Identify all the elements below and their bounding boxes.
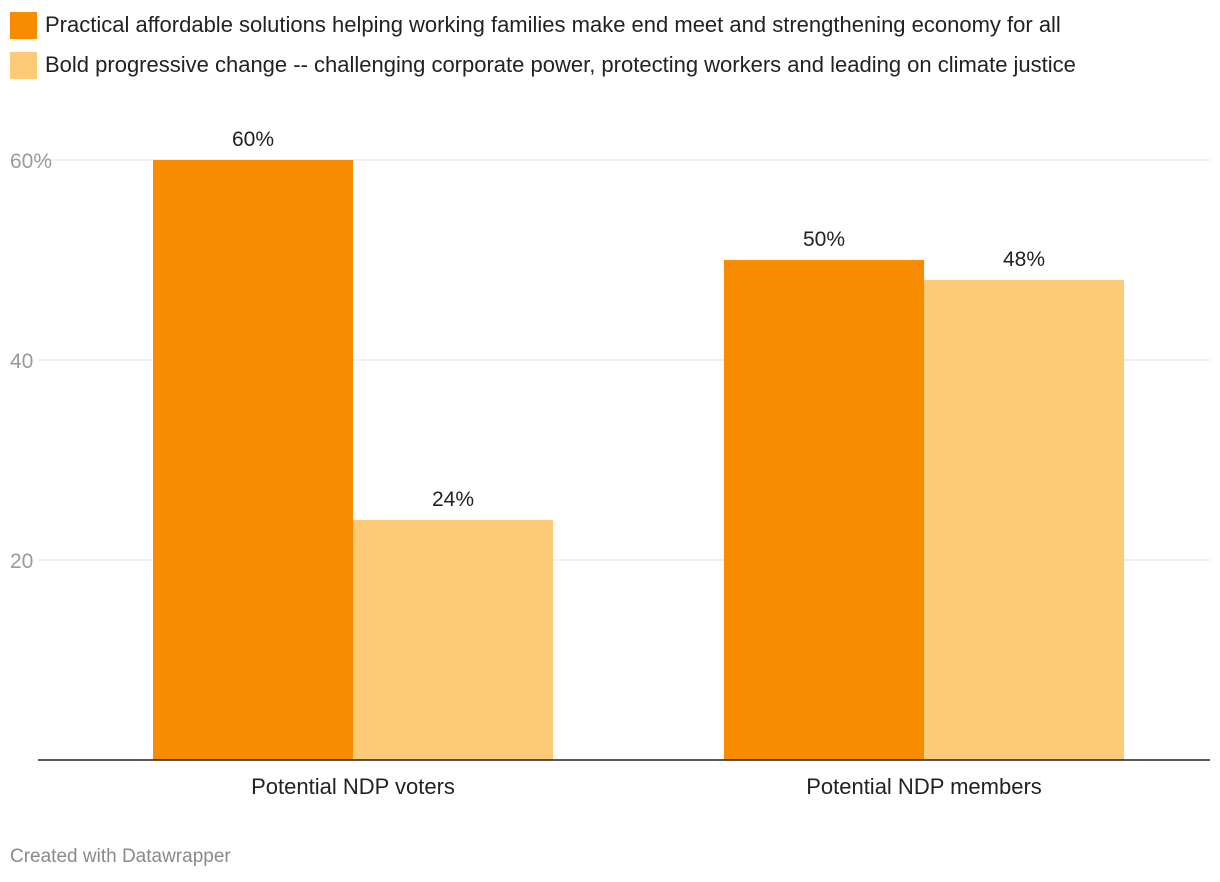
bar-chart: 60% 40 20 60% 24% Potential NDP voters 50% 48% P… — [10, 128, 1210, 799]
footer-credit: Created with Datawrapper — [10, 846, 231, 867]
legend-item-practical: Practical affordable solutions helping w… — [10, 10, 1076, 40]
bar-1-0 — [724, 260, 924, 760]
legend-item-bold: Bold progressive change -- challenging c… — [10, 50, 1076, 80]
y-tick-label-2: 20 — [10, 550, 33, 573]
legend-swatch-practical — [10, 11, 37, 39]
bar-1-1 — [924, 280, 1124, 760]
bar-0-0 — [153, 160, 353, 760]
x-category-label-0: Potential NDP voters — [251, 774, 455, 799]
data-label-0-0: 60% — [232, 128, 274, 151]
data-label-0-1: 24% — [432, 488, 474, 511]
y-tick-label-0: 60% — [10, 150, 52, 173]
data-label-1-1: 48% — [1003, 248, 1045, 271]
legend: Practical affordable solutions helping w… — [10, 10, 1076, 90]
legend-label-practical: Practical affordable solutions helping w… — [45, 12, 1061, 37]
legend-swatch-bold — [10, 51, 37, 79]
x-category-label-1: Potential NDP members — [806, 774, 1042, 799]
legend-label-bold: Bold progressive change -- challenging c… — [45, 52, 1076, 77]
bar-0-1 — [353, 520, 553, 760]
data-label-1-0: 50% — [803, 228, 845, 251]
y-tick-label-1: 40 — [10, 350, 33, 373]
